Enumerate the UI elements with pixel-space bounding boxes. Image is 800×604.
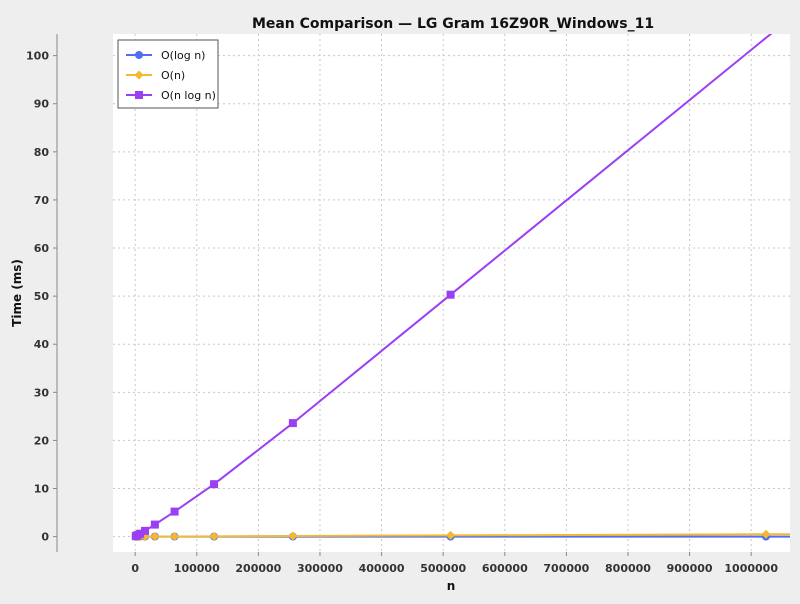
data-point xyxy=(151,521,159,529)
y-tick-label: 30 xyxy=(34,386,50,399)
y-tick-label: 50 xyxy=(34,290,50,303)
x-tick-label: 800000 xyxy=(605,562,651,575)
y-tick-label: 0 xyxy=(41,531,49,544)
x-tick-label: 200000 xyxy=(235,562,281,575)
data-point xyxy=(289,419,297,427)
x-axis-label: n xyxy=(447,579,456,593)
y-tick-label: 20 xyxy=(34,434,50,447)
legend: O(log n) O(n) O(n log n) xyxy=(118,40,218,108)
x-tick-label: 500000 xyxy=(420,562,466,575)
x-tick-label: 300000 xyxy=(297,562,343,575)
y-tick-label: 40 xyxy=(34,338,50,351)
y-axis-label: Time (ms) xyxy=(10,259,24,327)
x-tick-label: 600000 xyxy=(482,562,528,575)
x-tick-label: 0 xyxy=(131,562,139,575)
legend-label: O(log n) xyxy=(161,49,205,62)
x-tick-label: 100000 xyxy=(174,562,220,575)
y-tick-label: 70 xyxy=(34,194,50,207)
legend-label: O(n) xyxy=(161,69,185,82)
chart-title: Mean Comparison — LG Gram 16Z90R_Windows… xyxy=(252,16,654,32)
y-tick-label: 100 xyxy=(26,50,49,63)
y-tick-label: 90 xyxy=(34,98,50,111)
data-point xyxy=(447,291,455,299)
legend-swatch-marker xyxy=(135,91,143,99)
legend-label: O(n log n) xyxy=(161,89,216,102)
x-tick-label: 900000 xyxy=(667,562,713,575)
data-point xyxy=(210,480,218,488)
x-tick-label: 1000000 xyxy=(724,562,778,575)
y-tick-label: 80 xyxy=(34,146,50,159)
data-point xyxy=(171,508,179,516)
y-tick-label: 60 xyxy=(34,242,50,255)
legend-swatch-marker xyxy=(135,51,143,59)
x-tick-label: 700000 xyxy=(543,562,589,575)
y-tick-label: 10 xyxy=(34,483,50,496)
data-point xyxy=(141,527,149,535)
x-tick-label: 400000 xyxy=(359,562,405,575)
